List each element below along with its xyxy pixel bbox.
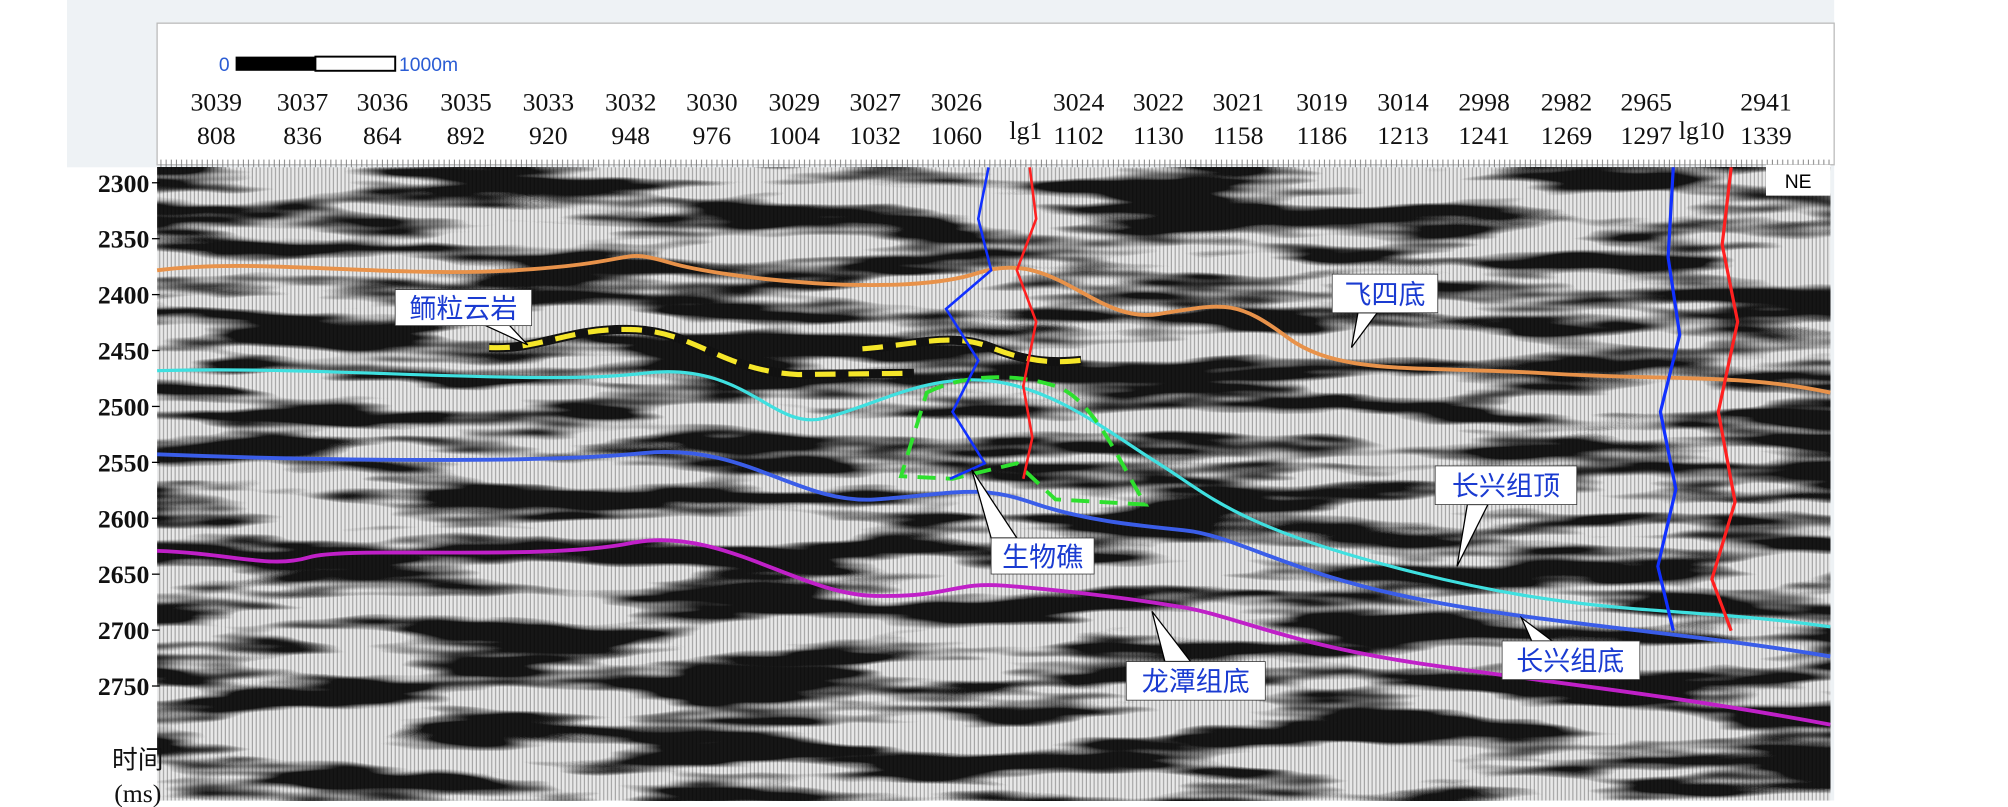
trace-line: 3033 [523, 88, 574, 117]
y-tick-label: 2400 [98, 281, 149, 310]
oolitic-outline [488, 324, 1082, 380]
label-boxes [394, 273, 1641, 701]
trace-line: 3036 [357, 88, 409, 117]
trace-line: 3035 [440, 88, 491, 117]
y-tick-label: 2300 [98, 169, 149, 198]
horizon-changxing-top [157, 368, 1831, 629]
horizon-feisi [156, 254, 1831, 395]
trace-line: 3029 [768, 88, 819, 117]
trace-line: 2941 [1740, 88, 1791, 117]
trace-line: 2965 [1621, 88, 1672, 117]
trace-cdp: 836 [283, 121, 322, 150]
trace-line: 2982 [1541, 88, 1592, 117]
trace-line: 3037 [277, 88, 329, 117]
well-name: lg10 [1679, 116, 1725, 145]
trace-cdp: 1213 [1377, 121, 1428, 150]
scale-end: 1000m [399, 55, 458, 76]
scale-bar-black [235, 56, 316, 71]
reef-outline [898, 375, 1150, 507]
scale-start: 0 [219, 55, 230, 76]
well-log-lg1-res [1015, 167, 1038, 480]
trace-cdp: 948 [611, 121, 650, 150]
trace-cdp: 920 [529, 121, 568, 150]
orientation: NE [1785, 172, 1812, 193]
y-tick-label: 2350 [98, 225, 149, 254]
trace-cdp: 1269 [1541, 121, 1592, 150]
trace-line: 3021 [1213, 88, 1264, 117]
scale-bar-white [314, 55, 397, 72]
trace-cdp: 1339 [1740, 121, 1791, 150]
trace-line: 3032 [605, 88, 656, 117]
trace-cdp: 1241 [1458, 121, 1509, 150]
y-tick-label: 2450 [98, 337, 149, 366]
y-tick-label: 2600 [98, 504, 149, 533]
header-panel [156, 22, 1835, 166]
y-tick-label: 2750 [98, 672, 149, 701]
horizon-longtan [157, 538, 1831, 727]
trace-line: 3027 [850, 88, 902, 117]
trace-line: 3030 [686, 88, 737, 117]
label-changxing-base: 长兴组底 [1516, 647, 1624, 677]
trace-cdp: 808 [197, 121, 236, 150]
seismic-texture [157, 167, 1831, 801]
trace-cdp: 1060 [931, 121, 982, 150]
y-tick-label: 2500 [98, 392, 149, 421]
axis-title-unit: (ms) [114, 779, 161, 807]
trace-line: 3014 [1377, 88, 1429, 117]
trace-line: 3024 [1053, 88, 1105, 117]
trace-cdp: 1186 [1297, 121, 1348, 150]
horizon-changxing-base [157, 450, 1831, 659]
trace-line: 3019 [1296, 88, 1347, 117]
y-tick-label: 2650 [98, 560, 149, 589]
trace-cdp: 1004 [768, 121, 820, 150]
label-longtan: 龙潭组底 [1142, 667, 1250, 697]
trace-line: 3039 [191, 88, 242, 117]
trace-line: 3026 [931, 88, 983, 117]
y-tick-label: 2550 [98, 448, 149, 477]
trace-cdp: 1032 [850, 121, 901, 150]
trace-cdp: 1102 [1053, 121, 1104, 150]
trace-line: 3022 [1133, 88, 1184, 117]
well-name: lg1 [1009, 116, 1042, 145]
trace-cdp: 892 [447, 121, 486, 150]
trace-cdp: 976 [693, 121, 732, 150]
label-changxing-top: 长兴组顶 [1452, 472, 1560, 502]
trace-cdp: 864 [363, 121, 402, 150]
well-log-lg1-gr [944, 167, 993, 480]
label-feisi: 飞四底 [1344, 280, 1425, 310]
well-log-lg10-gr [1656, 167, 1682, 632]
axis-title: 时间 [112, 745, 163, 774]
axis-panel [67, 167, 158, 807]
orientation-box [1765, 164, 1831, 196]
trace-cdp: 1158 [1213, 121, 1264, 150]
trace-cdp: 1130 [1133, 121, 1184, 150]
label-reef: 生物礁 [1002, 542, 1083, 572]
y-tick-label: 2700 [98, 616, 149, 645]
well-log-lg10-res [1710, 167, 1740, 632]
label-oolitic: 鲕粒云岩 [409, 294, 517, 324]
trace-ticks [157, 159, 1831, 168]
trace-line: 2998 [1458, 88, 1509, 117]
trace-cdp: 1297 [1621, 121, 1673, 150]
